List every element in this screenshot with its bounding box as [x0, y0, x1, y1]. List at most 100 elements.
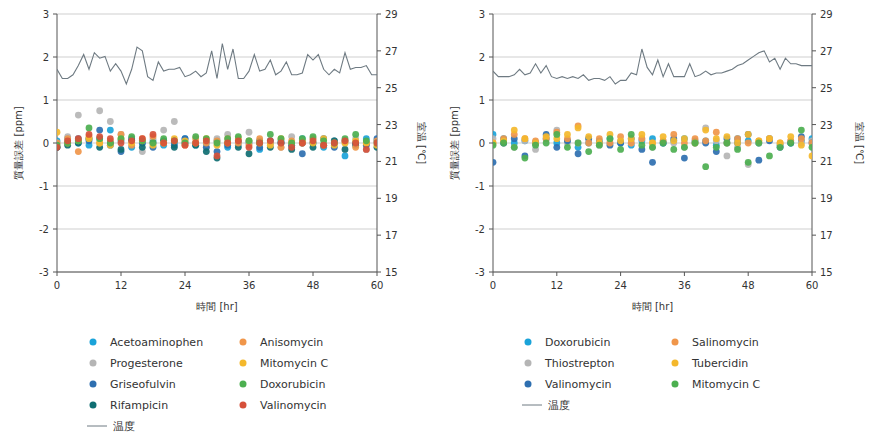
- legend-marker: [672, 381, 679, 388]
- legend: AcetoaminophenProgesteroneGriseofulvinRi…: [87, 336, 328, 433]
- x-tick-label: 24: [179, 280, 192, 291]
- plot-area: [57, 43, 377, 161]
- y2-axis-title: 室温 [℃]: [854, 122, 865, 164]
- legend-marker: [240, 402, 247, 409]
- data-point: [755, 157, 762, 164]
- y2-tick: [377, 14, 381, 15]
- data-point: [246, 137, 253, 144]
- data-point: [787, 133, 794, 140]
- plot-area: [493, 49, 812, 170]
- legend-label: Acetoaminophen: [110, 336, 203, 349]
- data-point: [150, 140, 157, 147]
- y-tick: [489, 272, 493, 273]
- data-point: [522, 155, 529, 162]
- data-point: [320, 142, 327, 149]
- data-point: [246, 137, 253, 144]
- data-point: [267, 137, 274, 144]
- data-point: [681, 144, 688, 151]
- x-tick-label: 48: [307, 280, 320, 291]
- data-point: [342, 153, 349, 160]
- legend-line: [87, 426, 107, 427]
- data-point: [692, 140, 699, 147]
- data-point: [575, 150, 582, 157]
- data-point: [96, 107, 103, 114]
- data-point: [660, 140, 667, 147]
- data-point: [649, 159, 656, 166]
- data-point: [182, 142, 189, 149]
- data-point: [649, 144, 656, 151]
- legend-label: Valinomycin: [260, 399, 327, 412]
- data-point: [660, 140, 667, 147]
- legend-marker: [672, 360, 679, 367]
- data-point: [511, 144, 518, 151]
- data-point: [57, 129, 60, 136]
- data-point: [724, 153, 731, 160]
- y-tick-label: -3: [39, 267, 49, 278]
- temperature-line: [493, 49, 812, 84]
- x-axis: [57, 272, 377, 273]
- data-point: [192, 140, 199, 147]
- y-tick-label: -3: [475, 267, 485, 278]
- data-point: [745, 159, 752, 166]
- data-point: [692, 140, 699, 147]
- data-point: [553, 144, 560, 151]
- data-point: [342, 146, 349, 153]
- data-point: [374, 140, 377, 147]
- data-point: [352, 140, 359, 147]
- grid-line: [57, 229, 377, 230]
- data-point: [235, 137, 242, 144]
- data-point: [203, 137, 210, 144]
- data-point: [171, 137, 178, 144]
- data-point: [320, 142, 327, 149]
- data-point: [150, 140, 157, 147]
- data-point: [766, 135, 773, 142]
- x-tick: [812, 272, 813, 276]
- data-point: [107, 127, 114, 134]
- y2-tick: [377, 161, 381, 162]
- x-tick: [57, 272, 58, 276]
- data-point: [160, 140, 167, 147]
- y2-tick: [812, 124, 816, 125]
- legend-marker: [90, 339, 97, 346]
- x-tick-label: 36: [243, 280, 256, 291]
- data-point: [681, 135, 688, 142]
- data-point: [777, 144, 784, 151]
- data-point: [575, 140, 582, 147]
- data-point: [564, 131, 571, 138]
- data-point: [352, 140, 359, 147]
- legend-label: Thiostrepton: [544, 357, 615, 370]
- data-point: [734, 140, 741, 147]
- data-point: [320, 142, 327, 149]
- legend-label: Tubercidin: [691, 357, 748, 370]
- data-point: [160, 140, 167, 147]
- y-tick-label: 2: [43, 52, 49, 63]
- y2-tick: [377, 124, 381, 125]
- data-point: [607, 135, 614, 142]
- x-tick: [185, 272, 186, 276]
- data-point: [798, 142, 805, 149]
- x-axis-title: 時間 [hr]: [196, 301, 238, 312]
- legend-marker: [240, 381, 247, 388]
- y-tick-label: 2: [479, 52, 485, 63]
- x-tick-label: 12: [550, 280, 563, 291]
- data-point: [299, 140, 306, 147]
- chart: -3-2-10123151719212325272901224364860時間 …: [449, 9, 865, 412]
- legend-label: 温度: [113, 420, 135, 433]
- y2-tick: [812, 87, 816, 88]
- data-point: [331, 140, 338, 147]
- y-tick: [53, 100, 57, 101]
- y-tick-label: 1: [43, 95, 49, 106]
- legend-marker: [240, 360, 247, 367]
- data-point: [310, 137, 317, 144]
- y2-tick-label: 29: [385, 9, 398, 20]
- data-point: [118, 146, 125, 153]
- data-point: [246, 129, 253, 136]
- data-point: [299, 140, 306, 147]
- data-point: [713, 144, 720, 151]
- data-point: [681, 155, 688, 162]
- y2-tick: [377, 50, 381, 51]
- x-tick: [556, 272, 557, 276]
- y2-tick-label: 15: [385, 267, 398, 278]
- y2-tick-label: 17: [385, 230, 398, 241]
- y2-tick: [377, 87, 381, 88]
